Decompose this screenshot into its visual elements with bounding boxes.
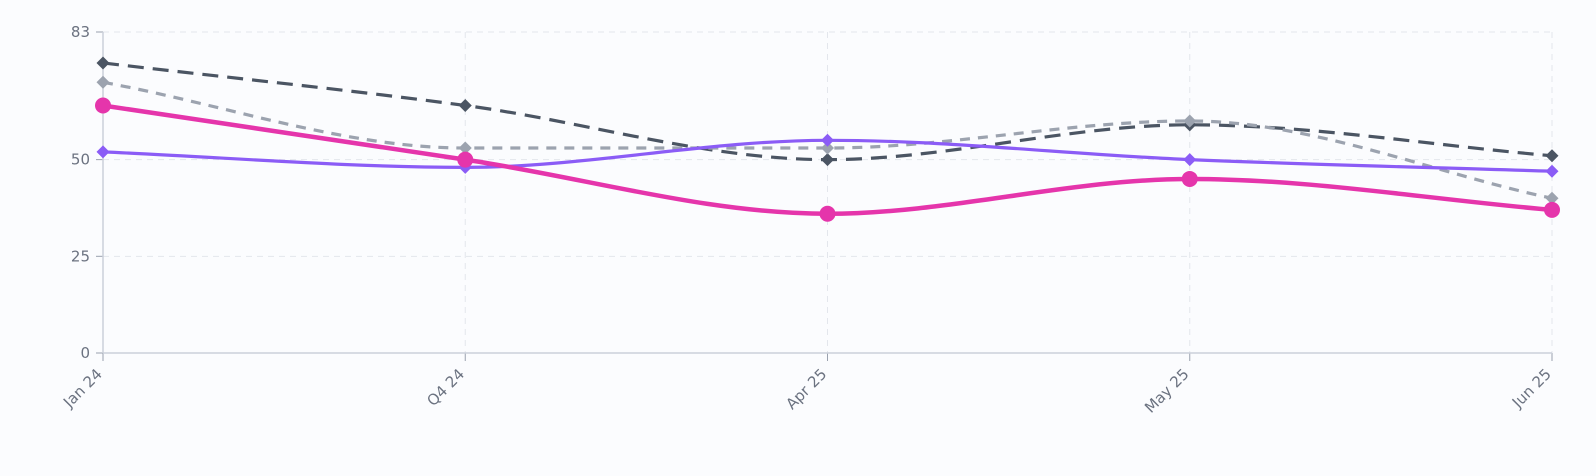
data-point <box>458 98 472 112</box>
x-tick-label: Jun 25 <box>1508 365 1555 412</box>
data-point <box>458 141 472 155</box>
series-s4 <box>95 97 1560 222</box>
y-tick-label: 83 <box>71 23 90 41</box>
y-tick-label: 25 <box>71 247 90 265</box>
x-tick-label: Apr 25 <box>782 365 830 413</box>
data-point <box>1183 114 1197 128</box>
x-tick-label: May 25 <box>1141 365 1193 417</box>
data-point <box>821 153 834 167</box>
data-point <box>96 75 110 89</box>
data-point <box>1181 170 1198 187</box>
y-tick-label: 50 <box>71 151 90 169</box>
data-point <box>96 145 110 159</box>
data-point <box>457 151 474 168</box>
data-point <box>1545 191 1559 205</box>
data-point <box>1545 164 1559 178</box>
x-tick-label: Jan 24 <box>59 365 106 412</box>
data-point <box>821 133 834 147</box>
grid <box>102 31 1553 353</box>
data-point <box>96 56 110 70</box>
axes <box>96 31 1553 361</box>
data-point <box>821 141 834 155</box>
data-point <box>1544 201 1560 218</box>
series-s1 <box>96 56 1559 167</box>
data-point <box>819 205 836 222</box>
series-s2 <box>96 75 1559 205</box>
data-point <box>95 97 111 114</box>
series-line <box>102 80 1553 200</box>
data-point <box>1183 153 1197 167</box>
data-point <box>1545 149 1559 163</box>
y-tick-label: 0 <box>80 344 90 362</box>
x-tick-label: Q4 24 <box>423 365 468 410</box>
series-layer <box>95 56 1560 222</box>
